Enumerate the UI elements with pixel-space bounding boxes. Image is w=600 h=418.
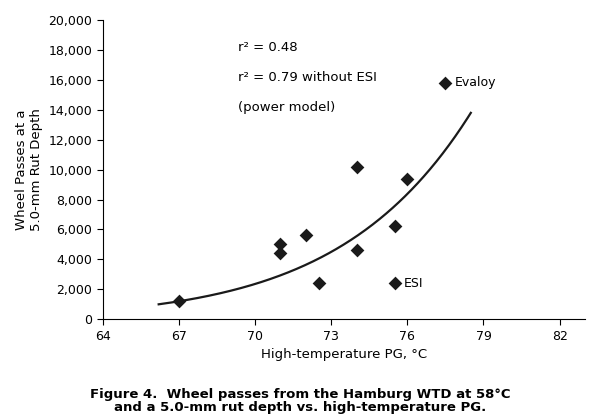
Point [352, 247, 361, 254]
X-axis label: High-temperature PG, °C: High-temperature PG, °C [261, 348, 427, 361]
Text: Evaloy: Evaloy [454, 76, 496, 89]
Text: and a 5.0-mm rut depth vs. high-temperature PG.: and a 5.0-mm rut depth vs. high-temperat… [114, 401, 486, 414]
Point [403, 175, 412, 182]
Text: r² = 0.48: r² = 0.48 [238, 41, 298, 54]
Text: Figure 4.  Wheel passes from the Hamburg WTD at 58°C: Figure 4. Wheel passes from the Hamburg … [90, 388, 510, 401]
Point [314, 280, 323, 287]
Point [275, 250, 285, 257]
Point [174, 298, 184, 305]
Text: r² = 0.79 without ESI: r² = 0.79 without ESI [238, 71, 377, 84]
Point [390, 280, 400, 287]
Text: ESI: ESI [404, 277, 423, 290]
Y-axis label: Wheel Passes at a
5.0-mm Rut Depth: Wheel Passes at a 5.0-mm Rut Depth [15, 108, 43, 231]
Point [352, 163, 361, 170]
Text: (power model): (power model) [238, 101, 335, 114]
Point [390, 223, 400, 230]
Point [275, 241, 285, 248]
Point [440, 79, 450, 86]
Point [301, 232, 311, 239]
